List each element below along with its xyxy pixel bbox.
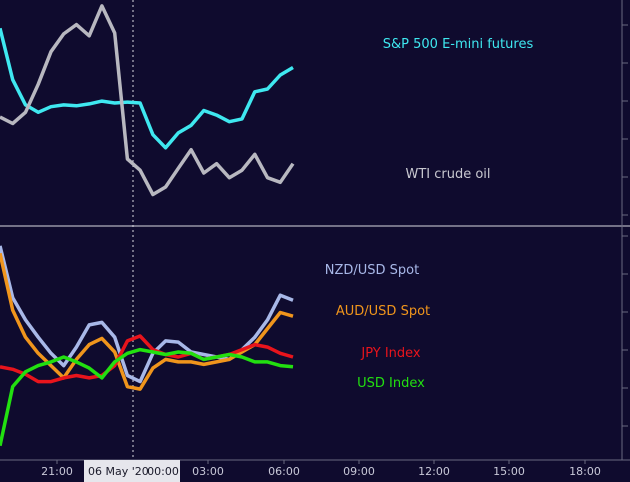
time-tick-label-7: 18:00	[569, 465, 601, 478]
time-tick-label-4: 09:00	[343, 465, 375, 478]
session-date-badge	[84, 460, 180, 482]
time-tick-label-0: 21:00	[41, 465, 73, 478]
legend-sp500: S&P 500 E-mini futures	[383, 37, 534, 52]
time-tick-label-2: 03:00	[192, 465, 224, 478]
price-axis-ticks	[622, 24, 628, 427]
time-tick-label-3: 06:00	[268, 465, 300, 478]
series-line-bottom-3	[0, 347, 294, 447]
time-tick-label-1: 00:00	[147, 465, 179, 478]
legend-usd: USD Index	[357, 376, 425, 391]
time-axis-labels: 21:00 03:00 06:00 09:00 12:00 15:00 18:00	[41, 465, 601, 478]
legend-nzd: NZD/USD Spot	[325, 263, 420, 278]
time-tick-label-6: 15:00	[493, 465, 525, 478]
series-line-bottom-2	[0, 334, 294, 384]
legend-aud: AUD/USD Spot	[336, 304, 430, 319]
series-line-top-0	[0, 27, 294, 150]
legend-wti: WTI crude oil	[405, 167, 490, 182]
series-line-top-1	[0, 4, 295, 197]
legend-jpy: JPY Index	[360, 346, 421, 361]
time-tick-label-5: 12:00	[418, 465, 450, 478]
series-layer	[0, 4, 295, 447]
session-date-label: 06 May '20	[88, 465, 149, 478]
